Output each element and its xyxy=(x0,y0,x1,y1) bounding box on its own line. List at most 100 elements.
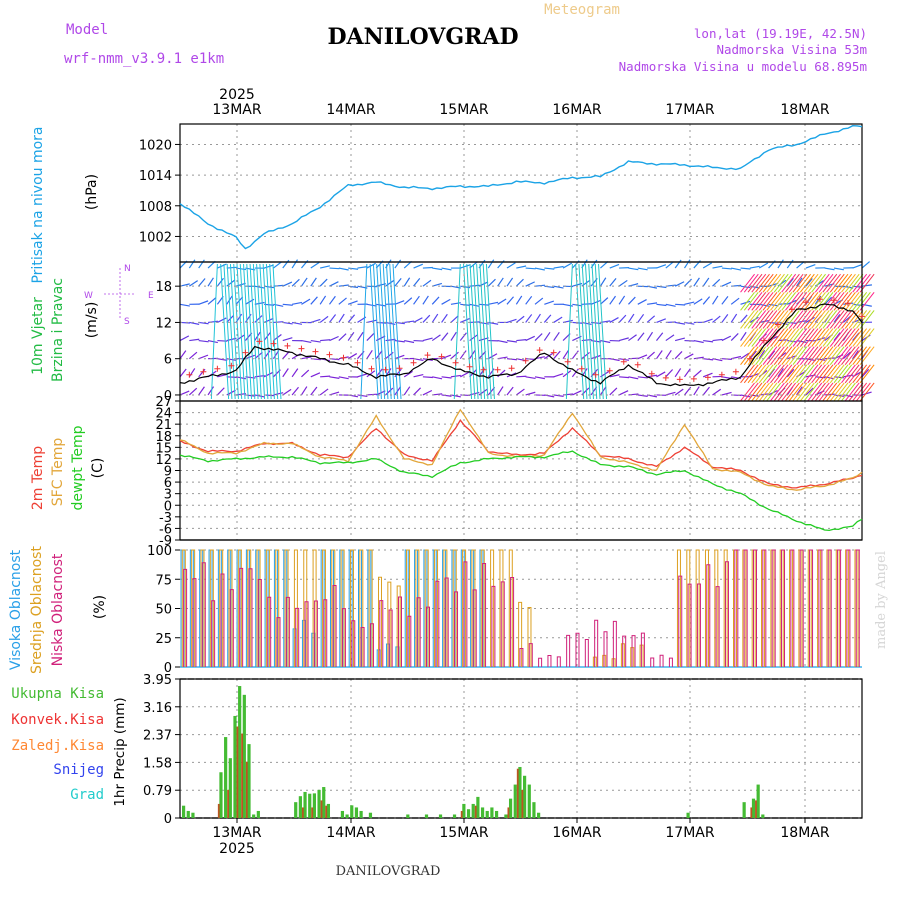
wind-arrow xyxy=(431,334,441,342)
wind-arrow xyxy=(674,388,684,396)
wind-gust-marker xyxy=(830,297,837,304)
wind-arrow xyxy=(702,277,710,287)
wind-arrow xyxy=(842,351,852,360)
wind-gust-marker xyxy=(186,371,193,378)
wind-arrow xyxy=(376,321,387,324)
wind-gust-marker xyxy=(676,376,683,383)
wind-arrow xyxy=(730,313,738,323)
wind-gust-arrow xyxy=(379,263,389,400)
wind-arrow-strong xyxy=(799,273,815,293)
wind-arrow xyxy=(861,261,871,269)
wind-arrow xyxy=(394,278,402,287)
wind-arrow xyxy=(394,354,405,360)
wind-arrow-strong xyxy=(811,382,826,402)
wind-arrow xyxy=(852,350,859,360)
wind-gust-marker xyxy=(508,365,515,372)
wind-arrow xyxy=(571,350,579,360)
cloud-mid-bar xyxy=(695,549,700,667)
station-title: DANILOVGRAD xyxy=(327,24,518,50)
precip-conv-bar xyxy=(516,768,519,818)
dewpt-title: dewpt Temp xyxy=(70,425,86,510)
wind-arrow-strong xyxy=(758,346,774,366)
wind-arrow xyxy=(394,259,402,269)
cloud-mid-bar xyxy=(406,549,411,667)
wind-arrow xyxy=(525,335,535,342)
wind-arrow xyxy=(609,263,620,269)
wind-arrow xyxy=(590,354,601,360)
wind-arrow xyxy=(282,259,290,269)
wind-arrow-strong xyxy=(829,273,845,293)
cloud-low-bar xyxy=(818,549,823,667)
precip-total-bar xyxy=(322,787,326,818)
wind-arrow-strong xyxy=(788,364,804,384)
cloud-mid-bar xyxy=(284,549,289,667)
wind-arrow xyxy=(179,390,190,396)
wind-gust-marker xyxy=(368,365,375,372)
wind-arrow xyxy=(273,392,284,396)
wind-arrow xyxy=(310,372,321,378)
wind-arrow xyxy=(291,259,299,269)
wind-arrow xyxy=(758,262,769,269)
sfc-temp-title: SFC Temp xyxy=(50,438,66,507)
wind-arrow-strong xyxy=(762,382,778,402)
wind-arrow xyxy=(646,331,654,341)
wind-arrow xyxy=(647,302,658,305)
wind-arrow xyxy=(329,335,339,342)
wind-arrow-strong xyxy=(766,291,782,311)
elevation-label: Nadmorska Visina 53m xyxy=(716,42,867,57)
wind-arrow-strong xyxy=(758,328,774,347)
cloud-mid-bar xyxy=(490,549,495,667)
wind-arrow-strong xyxy=(829,382,845,402)
wind-arrow xyxy=(506,339,517,343)
wind-gust-arrow xyxy=(249,263,259,400)
wind-arrow xyxy=(637,267,648,271)
pressure-unit: (hPa) xyxy=(84,174,100,210)
wind-gust-arrow xyxy=(236,263,246,400)
cloud-low-bar xyxy=(426,606,431,667)
wind-arrow xyxy=(310,296,318,305)
wind-arrow-strong xyxy=(818,310,834,329)
cloud-high-title: Visoka Oblacnost xyxy=(8,549,24,670)
wind-arrow xyxy=(833,313,841,323)
wind-arrow-strong xyxy=(844,273,860,293)
wind-arrow xyxy=(506,296,514,305)
wind-arrow xyxy=(628,376,639,380)
cloud-low-bar xyxy=(752,549,757,667)
wind-arrow xyxy=(768,350,776,360)
wind-gust-marker xyxy=(200,368,207,375)
wind-arrow xyxy=(301,339,312,344)
cloud-mid-bar xyxy=(387,581,392,667)
precip-total-bar xyxy=(756,784,760,818)
wind-arrow-strong xyxy=(833,291,849,311)
wind-gust-marker xyxy=(816,296,823,303)
wind-arrow xyxy=(357,394,368,398)
wind-arrow xyxy=(497,386,504,396)
y-tick-label: 9 xyxy=(164,465,172,480)
wind-arrow xyxy=(712,295,719,305)
wind-arrow-strong xyxy=(792,364,808,384)
cloud-mid-bar xyxy=(331,549,336,667)
wind-arrow-strong xyxy=(773,328,789,347)
wind-arrow xyxy=(189,338,200,342)
wind-arrow-strong xyxy=(814,364,830,384)
wind-arrow xyxy=(618,295,626,305)
wind-arrow xyxy=(235,334,245,342)
wind-arrow-strong xyxy=(803,382,819,402)
precip-conv-bar xyxy=(245,761,248,818)
top-day-label: 16MAR xyxy=(552,102,601,118)
wind-arrow xyxy=(310,386,318,396)
wind-arrow-strong xyxy=(792,273,808,293)
wind-arrow-strong xyxy=(848,346,864,366)
precip-total-bar xyxy=(485,810,489,818)
wind-arrow-strong xyxy=(781,328,797,347)
y-tick-label: 1.58 xyxy=(143,756,172,771)
wind-arrow xyxy=(179,368,187,378)
y-tick-label: 0 xyxy=(164,499,172,514)
model-name: wrf-nmm_v3.9.1 e1km xyxy=(64,51,224,67)
wind-arrow-strong xyxy=(803,291,819,311)
wind-arrow-strong xyxy=(751,310,767,329)
cloud-low-bar xyxy=(612,620,617,667)
wind-arrow-strong xyxy=(829,346,845,366)
wind-arrow xyxy=(273,284,284,287)
wind-arrow xyxy=(338,333,347,342)
